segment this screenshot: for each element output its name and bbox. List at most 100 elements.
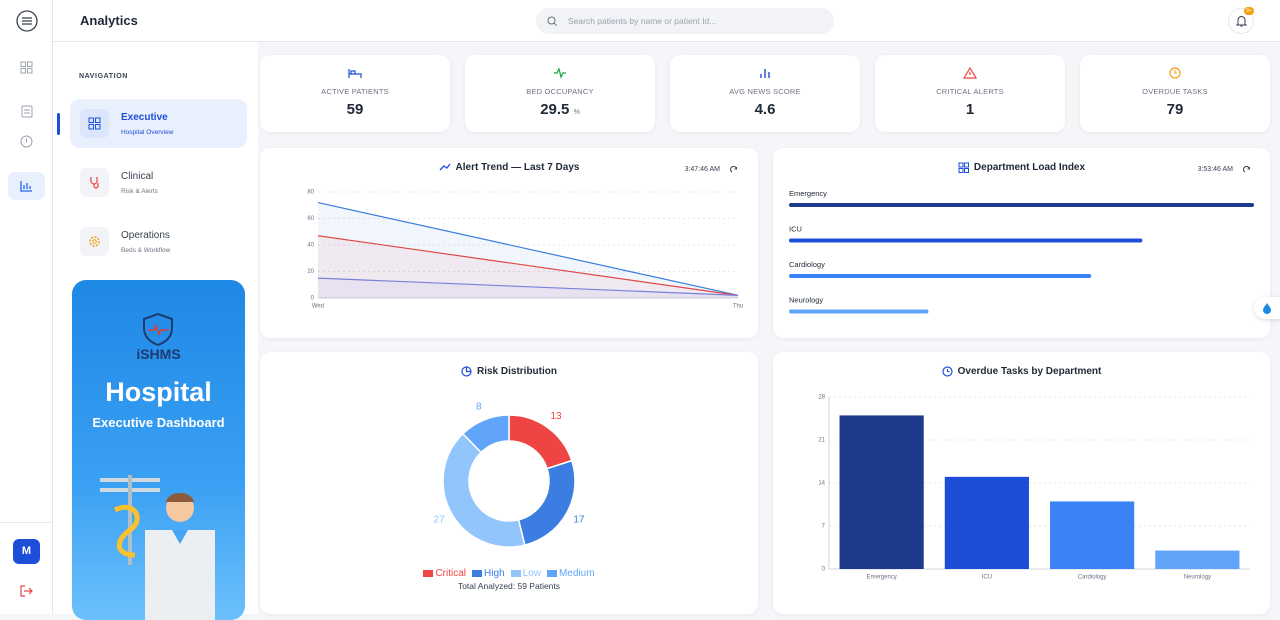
donut-segment xyxy=(442,432,526,548)
bar xyxy=(1050,501,1135,569)
bar xyxy=(839,415,924,569)
donut-segment xyxy=(508,414,573,470)
nav-label: Operations xyxy=(121,230,170,241)
bar-label: Emergency xyxy=(789,189,827,198)
x-tick-label: Emergency xyxy=(866,575,896,581)
chart-plot: 13 17 27 8 xyxy=(434,402,585,548)
refresh-button[interactable] xyxy=(730,166,738,174)
kpi-value: 4.6 xyxy=(754,101,776,118)
data-label: 17 xyxy=(573,515,585,526)
chart-plot: 0 7 14 21 28 Emergency ICU Cardiology Neurology xyxy=(818,395,1250,581)
x-tick-label: Cardiology xyxy=(1078,575,1107,581)
chart-title-row: Alert Trend — Last 7 Days xyxy=(260,162,758,173)
promo-subtitle: Executive Dashboard xyxy=(92,415,225,430)
chart-title: Overdue Tasks by Department xyxy=(957,366,1102,378)
nav-active[interactable] xyxy=(8,172,45,200)
kpi-value: 29.5 % xyxy=(465,101,655,118)
chart-title-row: Overdue Tasks by Department xyxy=(773,366,1270,377)
icon-rail: M xyxy=(0,0,53,614)
kpi-card: AVG NEWS SCORE 4.6 xyxy=(670,55,860,132)
legend-swatch xyxy=(546,570,557,577)
series-area xyxy=(318,278,738,298)
kpi-label: BED OCCUPANCY xyxy=(526,87,594,96)
legend-item[interactable]: Medium xyxy=(546,568,595,579)
kpi-value: 1 xyxy=(965,101,975,118)
search-box[interactable]: Search patients by name or patient Id... xyxy=(536,8,834,34)
legend-item[interactable]: Critical xyxy=(423,568,466,579)
y-tick-label: 60 xyxy=(307,216,314,222)
page-title: Analytics xyxy=(80,13,138,28)
legend-swatch xyxy=(510,570,521,577)
kpi-card: OVERDUE TASKS 79 xyxy=(1080,55,1270,132)
nav-icon[interactable] xyxy=(20,135,33,148)
notification-badge: 9+ xyxy=(1244,7,1254,15)
user-avatar[interactable]: M xyxy=(13,539,40,564)
bar xyxy=(789,274,1092,278)
chart-footer: Total Analyzed: 59 Patients xyxy=(457,581,561,591)
bar xyxy=(789,203,1254,207)
series-line xyxy=(317,235,739,296)
kpi-card: BED OCCUPANCY 29.5 % xyxy=(465,55,655,132)
promo-logo: iSHMS xyxy=(136,346,181,362)
y-tick-label: 0 xyxy=(822,567,826,573)
bar xyxy=(789,309,929,314)
bar-label: Cardiology xyxy=(789,260,825,269)
chart-card: Alert Trend — Last 7 Days 3:47:46 AM 0 20… xyxy=(260,148,758,338)
data-label: 27 xyxy=(434,515,446,526)
menu-button[interactable] xyxy=(16,10,38,32)
promo-title: Hospital xyxy=(105,377,212,407)
legend-label: Critical xyxy=(435,568,467,579)
nav-sublabel: Risk & Alerts xyxy=(121,188,158,195)
y-tick-label: 40 xyxy=(307,243,314,249)
kpi-value: 79 xyxy=(1166,101,1184,118)
bar xyxy=(789,238,1143,243)
doctor-illustration xyxy=(100,475,215,620)
y-tick-label: 14 xyxy=(818,481,825,487)
bar xyxy=(1155,550,1240,569)
series-line xyxy=(317,277,739,296)
y-tick-label: 0 xyxy=(311,296,315,302)
help-widget[interactable] xyxy=(1254,297,1280,319)
search-placeholder: Search patients by name or patient Id... xyxy=(568,16,717,26)
refresh-button[interactable] xyxy=(1243,166,1251,174)
chart-plot: Emergency ICU Cardiology Neurology xyxy=(789,189,1254,314)
chart-title-row: Risk Distribution xyxy=(260,366,758,377)
nav-heading: NAVIGATION xyxy=(79,73,128,80)
kpi-label: AVG NEWS SCORE xyxy=(729,87,801,96)
y-tick-label: 80 xyxy=(307,190,314,196)
notification-button[interactable]: 9+ xyxy=(1228,7,1254,34)
nav-label: Executive xyxy=(121,112,168,123)
legend-item[interactable]: High xyxy=(472,568,505,579)
chart-title-row: Department Load Index xyxy=(773,162,1270,173)
kpi-card: CRITICAL ALERTS 1 xyxy=(875,55,1065,132)
logout-button[interactable] xyxy=(20,585,33,597)
bar-label: Neurology xyxy=(789,295,823,304)
kpi-unit: % xyxy=(573,109,580,116)
nav-item[interactable]: Operations Beds & Workflow xyxy=(70,217,247,266)
chart-title: Risk Distribution xyxy=(476,366,557,378)
nav-icon[interactable] xyxy=(20,61,33,74)
legend-item[interactable]: Low xyxy=(510,568,541,579)
x-tick-label: ICU xyxy=(982,575,992,581)
donut-segment xyxy=(517,459,576,546)
top-bar: Analytics Search patients by name or pat… xyxy=(53,0,1280,42)
bar-label: ICU xyxy=(789,224,802,233)
kpi-card: ACTIVE PATIENTS 59 xyxy=(260,55,450,132)
nav-panel: NAVIGATION Executive Hospital Overview C… xyxy=(53,42,258,620)
data-label: 8 xyxy=(476,402,482,413)
chart-plot: 0 20 40 60 80 Wed Thu xyxy=(307,190,743,310)
series-line xyxy=(317,202,739,296)
nav-item[interactable]: Executive Hospital Overview xyxy=(70,99,247,148)
kpi-label: CRITICAL ALERTS xyxy=(936,87,1004,96)
nav-item[interactable]: Clinical Risk & Alerts xyxy=(70,158,247,207)
donut-segment xyxy=(461,414,510,454)
nav-icon[interactable] xyxy=(21,104,33,118)
chart-card: Overdue Tasks by Department 0 7 14 21 28 Emer… xyxy=(773,352,1270,614)
kpi-label: ACTIVE PATIENTS xyxy=(321,87,389,96)
legend: Critical High Low Medium xyxy=(260,568,758,579)
bar xyxy=(944,476,1029,569)
y-tick-label: 20 xyxy=(307,269,314,275)
chart-title: Department Load Index xyxy=(973,162,1086,174)
x-tick-label: Neurology xyxy=(1184,575,1211,581)
